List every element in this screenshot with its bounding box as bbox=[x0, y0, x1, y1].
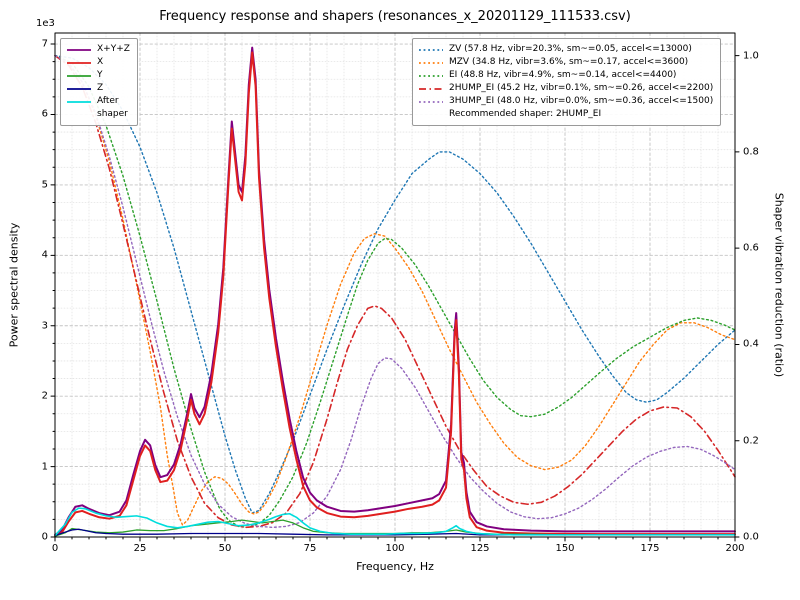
plot-canvas bbox=[0, 0, 800, 600]
resonance-chart-figure: Frequency response and shapers (resonanc… bbox=[0, 0, 800, 600]
